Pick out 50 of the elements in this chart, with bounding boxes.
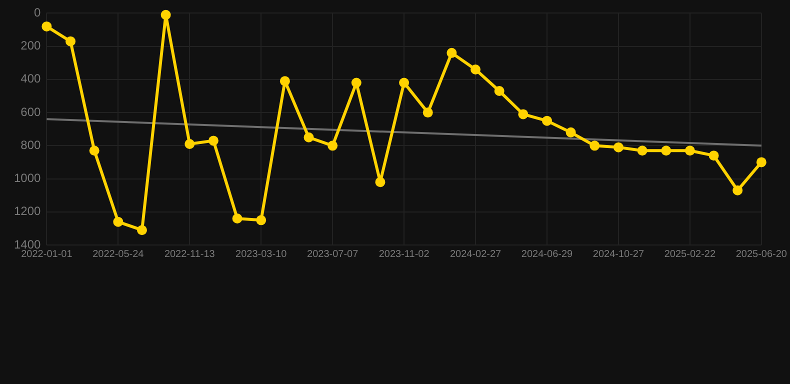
point <box>590 140 600 151</box>
x-tick-label: 2022-05-24 <box>92 248 144 260</box>
y-tick-label: 600 <box>20 104 42 119</box>
point <box>446 48 457 58</box>
y-tick-label: 400 <box>20 72 42 86</box>
point <box>613 142 624 152</box>
point <box>732 185 743 196</box>
x-tick-label: 2023-03-10 <box>236 248 288 260</box>
x-tick-label: 2022-01-01 <box>21 248 73 260</box>
y-tick-label: 1000 <box>14 171 42 186</box>
x-tick-label: 2024-06-29 <box>521 248 574 260</box>
point <box>351 78 362 88</box>
point <box>280 76 290 86</box>
y-tick-label: 1400 <box>14 237 42 252</box>
y-tick-label: 200 <box>20 38 42 53</box>
point <box>661 146 672 156</box>
point <box>328 140 338 151</box>
point <box>42 21 52 32</box>
point <box>399 78 410 88</box>
point <box>756 157 766 168</box>
point <box>89 146 100 156</box>
point <box>136 225 147 236</box>
y-tick-label: 800 <box>20 138 42 152</box>
x-tick-label: 2023-11-02 <box>378 248 430 260</box>
point <box>518 109 528 120</box>
point <box>66 36 76 46</box>
point <box>684 146 695 156</box>
point <box>542 116 552 126</box>
point <box>494 86 504 96</box>
point <box>375 177 386 188</box>
point <box>304 132 314 142</box>
x-tick-label: 2025-06-20 <box>736 248 788 260</box>
point <box>160 10 171 20</box>
x-tick-label: 2023-07-07 <box>307 248 359 260</box>
point <box>208 136 218 146</box>
y-tick-label: 0 <box>34 6 42 20</box>
point <box>422 108 433 118</box>
point <box>184 139 195 149</box>
x-tick-label: 2024-10-27 <box>592 248 644 260</box>
point <box>637 146 648 156</box>
y-tick-label: 1200 <box>14 204 42 218</box>
x-tick-label: 2025-02-22 <box>664 248 716 260</box>
x-tick-label: 2022-11-13 <box>164 248 216 260</box>
x-tick-label: 2024-02-27 <box>450 248 502 260</box>
point <box>470 64 481 74</box>
point <box>232 214 242 224</box>
point <box>113 216 124 227</box>
point <box>256 215 266 226</box>
point <box>566 127 576 138</box>
point <box>708 150 719 161</box>
